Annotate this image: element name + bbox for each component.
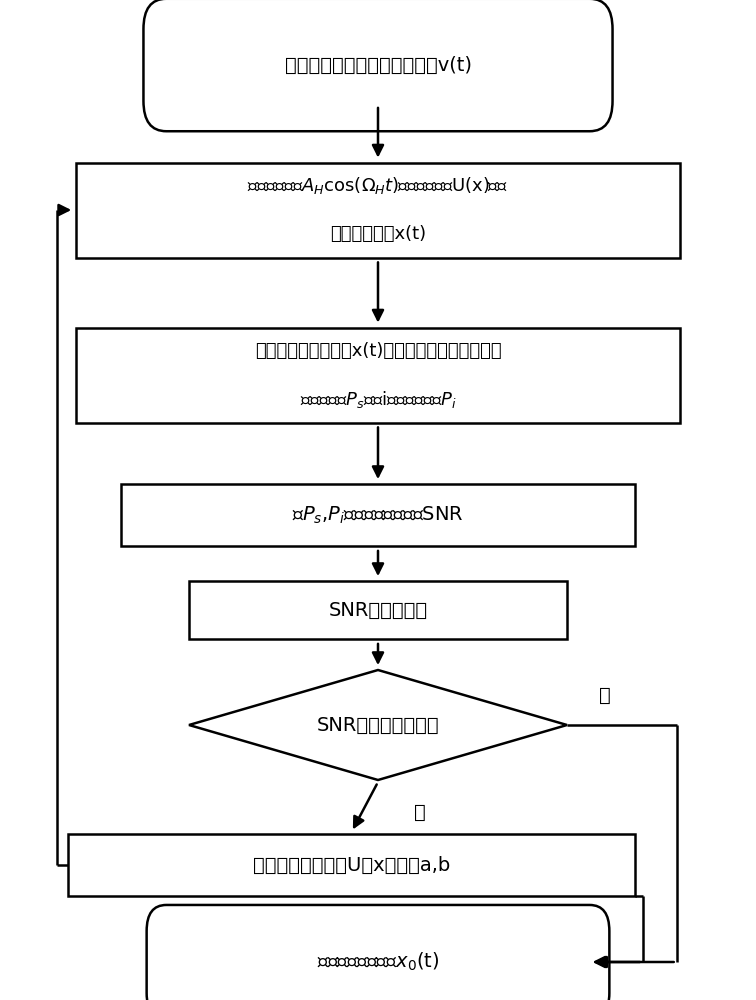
Text: 是: 是 — [599, 686, 611, 704]
Bar — [189, 581, 567, 639]
Polygon shape — [189, 670, 567, 780]
Bar — [68, 834, 635, 896]
Text: SNR为目标函数: SNR为目标函数 — [328, 600, 428, 619]
Bar — [76, 162, 680, 257]
Text: 傅里叶变化获取信号x(t)功率谱，功率谱计算获取: 傅里叶变化获取信号x(t)功率谱，功率谱计算获取 — [255, 342, 501, 360]
Text: 量子遗传算法优化U（x）参数a,b: 量子遗传算法优化U（x）参数a,b — [253, 856, 450, 874]
Text: 功率谱幅值$P_s$和第i个谱线的幅值$P_i$: 功率谱幅值$P_s$和第i个谱线的幅值$P_i$ — [299, 388, 457, 410]
Text: 高频振动信号$A_H$cos($\Omega_H t$)及双稳态函数U(x)调制: 高频振动信号$A_H$cos($\Omega_H t$)及双稳态函数U(x)调制 — [247, 176, 509, 196]
FancyBboxPatch shape — [144, 0, 612, 131]
Text: 将$P_s$,$P_i$值代入信噪比函数SNR: 将$P_s$,$P_i$值代入信噪比函数SNR — [293, 504, 463, 526]
Text: 输出早期故障信号$x_0$(t): 输出早期故障信号$x_0$(t) — [317, 951, 439, 973]
Text: 否: 否 — [414, 802, 426, 822]
Text: 传感器提取轴承原始振动信号v(t): 传感器提取轴承原始振动信号v(t) — [284, 55, 472, 75]
Text: SNR是否满足设定值: SNR是否满足设定值 — [317, 716, 439, 734]
Text: 输出叠加信号x(t): 输出叠加信号x(t) — [330, 225, 426, 243]
Bar — [121, 484, 635, 546]
FancyBboxPatch shape — [147, 905, 609, 1000]
Bar — [76, 328, 680, 422]
